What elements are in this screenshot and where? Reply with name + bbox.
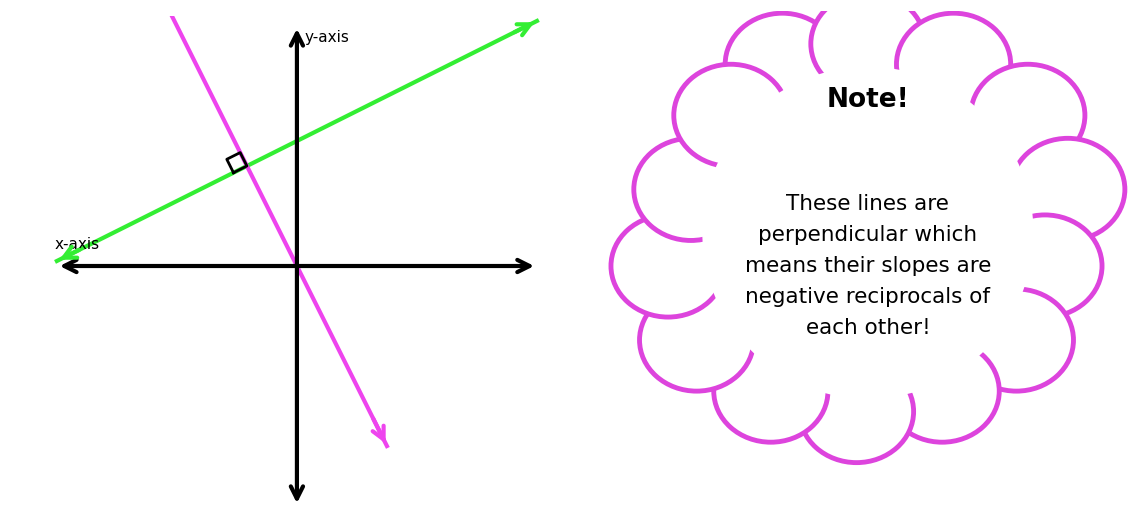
- Circle shape: [674, 64, 788, 167]
- Text: y-axis: y-axis: [305, 30, 349, 45]
- Circle shape: [959, 289, 1073, 391]
- Circle shape: [611, 215, 725, 317]
- Circle shape: [988, 215, 1102, 317]
- Circle shape: [725, 13, 839, 115]
- Circle shape: [799, 361, 914, 463]
- Circle shape: [885, 340, 999, 442]
- Text: Note!: Note!: [827, 87, 909, 113]
- Circle shape: [811, 0, 925, 95]
- Circle shape: [714, 340, 828, 442]
- Circle shape: [1011, 138, 1125, 240]
- Circle shape: [634, 138, 748, 240]
- Circle shape: [896, 13, 1011, 115]
- Circle shape: [640, 289, 754, 391]
- Ellipse shape: [683, 46, 1054, 414]
- Text: These lines are
perpendicular which
means their slopes are
negative reciprocals : These lines are perpendicular which mean…: [745, 194, 991, 338]
- Circle shape: [971, 64, 1085, 167]
- Ellipse shape: [702, 67, 1034, 399]
- Text: x-axis: x-axis: [55, 237, 99, 252]
